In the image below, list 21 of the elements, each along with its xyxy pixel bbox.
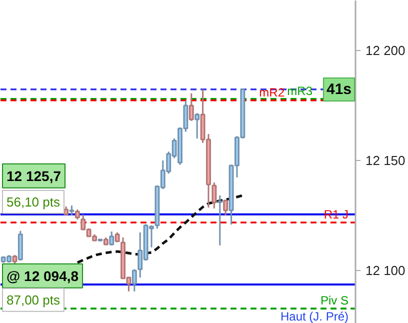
candlestick — [74, 208, 80, 220]
candlestick — [212, 182, 217, 210]
annotation: @ 12 094,8 — [6, 268, 79, 284]
y-tick-label: 12 150 — [366, 152, 406, 168]
candlestick — [69, 204, 74, 216]
candlestick — [114, 232, 120, 242]
annotation: Haut (J. Pré) — [280, 310, 349, 323]
candlestick — [217, 194, 222, 246]
annotation: 56,10 pts — [6, 194, 60, 210]
annotation: 87,00 pts — [6, 292, 60, 308]
y-tick-label: 12 200 — [366, 42, 406, 58]
candlestick — [109, 230, 114, 246]
candlestick — [188, 92, 194, 122]
annotation: 12 125,7 — [6, 168, 62, 184]
annotation: 41s — [326, 81, 352, 98]
ref-line-label: mR3 — [287, 84, 313, 98]
candlestick — [223, 199, 228, 216]
candlestick — [132, 268, 137, 292]
candlestick — [194, 112, 200, 140]
ref-line-label: Piv S — [320, 294, 349, 308]
y-tick-label: 12 100 — [366, 262, 406, 278]
